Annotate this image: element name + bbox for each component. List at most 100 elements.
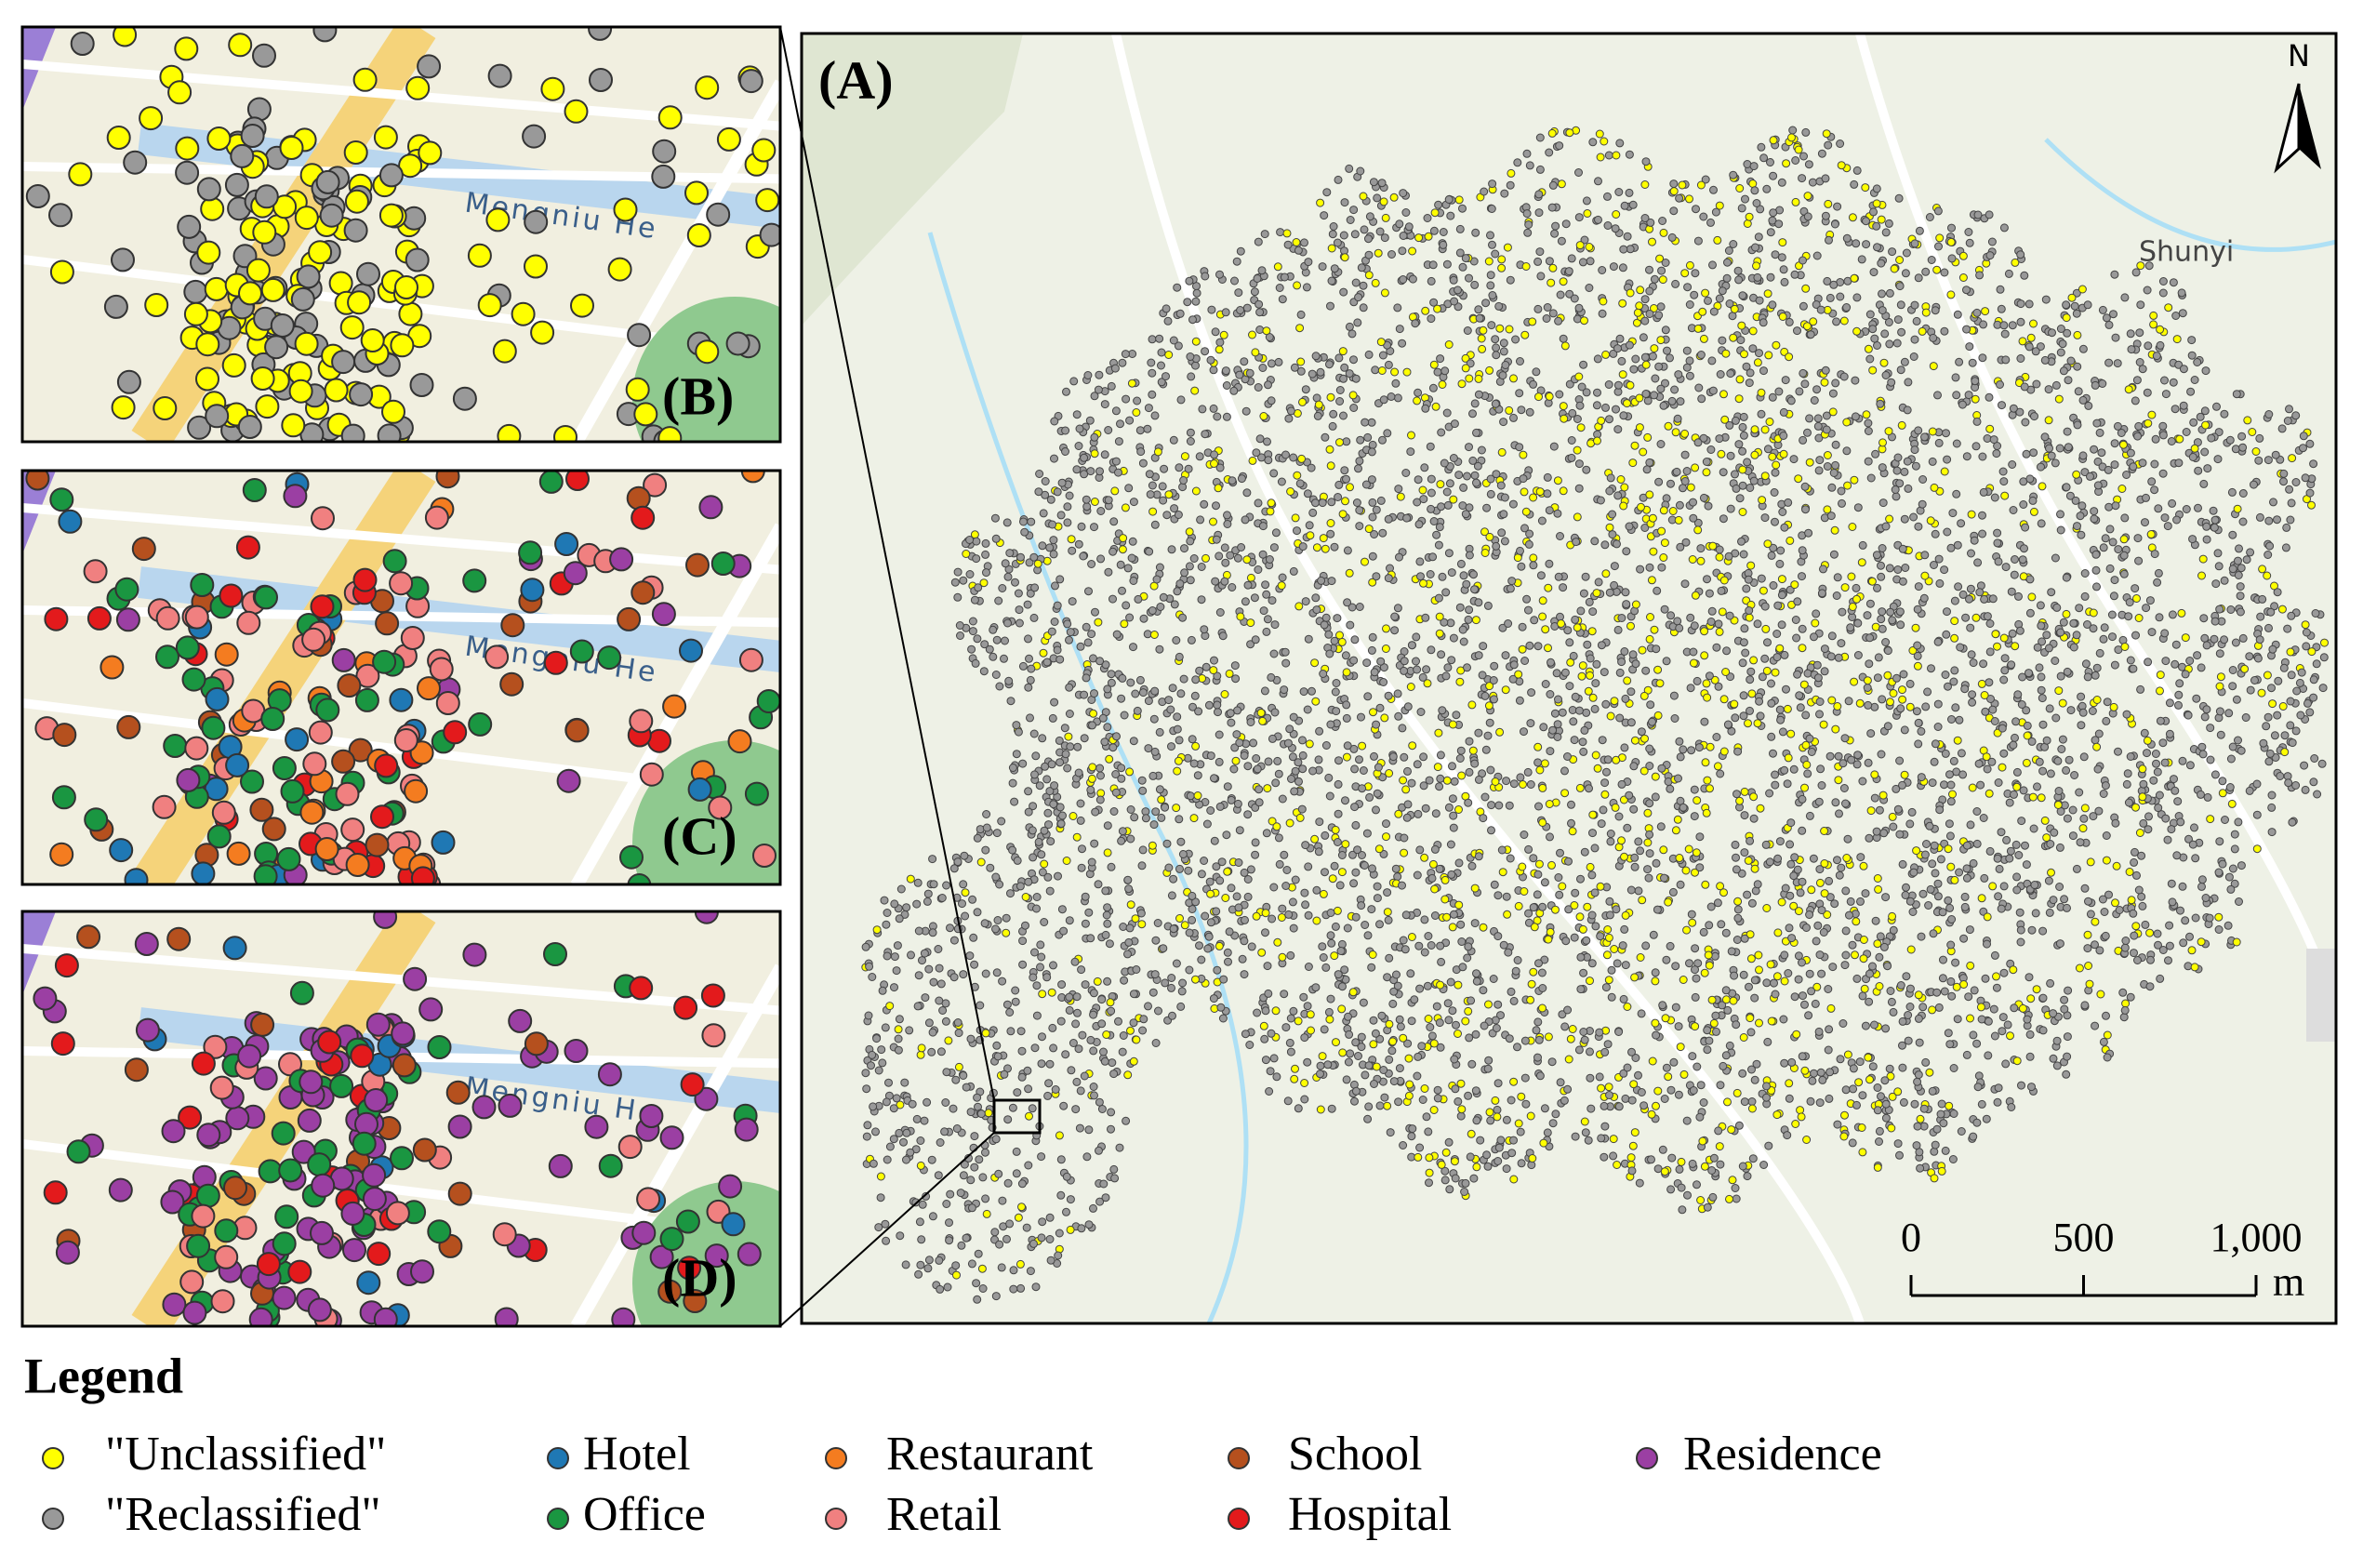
poi-point	[1574, 213, 1584, 222]
poi-point	[1372, 505, 1381, 514]
poi-point	[1900, 514, 1909, 524]
poi-point	[1254, 565, 1263, 574]
poi-point	[1074, 539, 1083, 549]
poi-point	[1741, 648, 1750, 658]
poi-point	[2215, 837, 2224, 846]
poi-point	[1603, 192, 1612, 201]
poi-point	[984, 1109, 993, 1118]
poi-point	[1944, 682, 1952, 691]
poi-point	[2234, 736, 2242, 745]
poi-point	[1525, 641, 1534, 650]
poi-point	[1586, 862, 1595, 871]
poi-point	[1372, 720, 1381, 729]
poi-point	[1865, 833, 1874, 843]
poi-point	[1628, 458, 1638, 468]
poi-point	[1502, 777, 1511, 786]
poi-point	[1455, 248, 1465, 258]
poi-point	[1775, 705, 1785, 714]
poi-point	[1813, 673, 1823, 683]
poi-point	[2234, 556, 2242, 565]
poi-point	[1026, 1267, 1035, 1276]
poi-point	[2257, 688, 2266, 698]
poi-point	[1576, 606, 1586, 616]
poi-point	[1246, 573, 1255, 582]
poi-point	[1845, 910, 1853, 920]
poi-point	[1913, 1077, 1922, 1086]
poi-point	[1180, 544, 1188, 553]
poi-point	[2264, 410, 2274, 419]
poi-point	[1970, 536, 1979, 545]
poi-point	[1691, 591, 1700, 600]
poi-point	[2038, 766, 2048, 776]
poi-point	[1138, 458, 1148, 468]
poi-point	[1931, 306, 1940, 315]
poi-point	[1900, 770, 1909, 779]
poi-point	[1731, 416, 1740, 425]
poi-point	[1786, 729, 1796, 738]
poi-point	[1555, 890, 1564, 899]
poi-point	[2214, 912, 2224, 922]
poi-point	[1946, 977, 1956, 986]
poi-point	[1941, 749, 1950, 758]
poi-point	[1283, 1096, 1293, 1106]
poi-point	[1043, 808, 1053, 817]
poi-point	[1772, 460, 1781, 470]
poi-point	[2164, 303, 2173, 312]
poi-point	[1708, 260, 1717, 270]
poi-point	[1604, 151, 1613, 160]
poi-point	[1940, 565, 1949, 575]
poi-point	[1029, 613, 1039, 622]
poi-point	[1556, 612, 1564, 621]
poi-point	[1039, 509, 1048, 518]
poi-point	[1647, 576, 1656, 585]
poi-point	[1348, 850, 1357, 859]
poi-point	[1123, 1070, 1133, 1080]
poi-point	[1870, 770, 1879, 779]
poi-point	[2203, 464, 2212, 473]
poi-point	[1080, 1071, 1089, 1081]
poi-point	[1763, 638, 1772, 647]
poi-point	[1679, 976, 1688, 984]
poi-point	[1285, 818, 1294, 828]
poi-point	[1852, 326, 1862, 336]
poi-point	[1597, 416, 1606, 425]
poi-point	[1546, 832, 1554, 842]
poi-point	[1546, 927, 1555, 937]
poi-point	[1603, 755, 1613, 764]
poi-point	[1959, 980, 1969, 989]
poi-point	[1637, 1088, 1646, 1096]
poi-point	[1703, 693, 1712, 702]
poi-point	[1998, 401, 2006, 410]
poi-point	[1998, 1013, 2008, 1022]
poi-point	[1164, 490, 1174, 499]
poi-point	[2228, 742, 2237, 751]
poi-point	[1965, 238, 1974, 247]
poi-point	[2070, 301, 2079, 311]
poi-point	[2163, 522, 2172, 531]
poi-point	[1331, 922, 1340, 931]
poi-point	[981, 969, 990, 978]
poi-point	[1535, 165, 1545, 174]
poi-point	[2233, 504, 2242, 513]
poi-point	[1483, 1064, 1493, 1073]
poi-point	[1872, 184, 1881, 193]
poi-point	[2072, 309, 2081, 318]
poi-point	[1487, 205, 1496, 213]
poi-point	[1132, 1035, 1141, 1044]
poi-point	[1813, 921, 1823, 930]
poi-point	[1566, 658, 1575, 667]
poi-point	[1740, 811, 1749, 820]
poi-point	[1587, 627, 1597, 636]
poi-point	[1221, 558, 1230, 567]
poi-point	[1437, 650, 1446, 659]
poi-point	[1749, 656, 1759, 665]
poi-point	[1214, 708, 1222, 717]
poi-point	[1875, 1126, 1884, 1136]
poi-point	[1806, 1096, 1815, 1106]
poi-point	[2114, 747, 2122, 756]
poi-point	[1024, 683, 1033, 692]
poi-point	[1658, 1145, 1667, 1154]
poi-point	[970, 960, 979, 969]
poi-point	[1095, 1146, 1103, 1155]
poi-point	[1828, 389, 1838, 398]
